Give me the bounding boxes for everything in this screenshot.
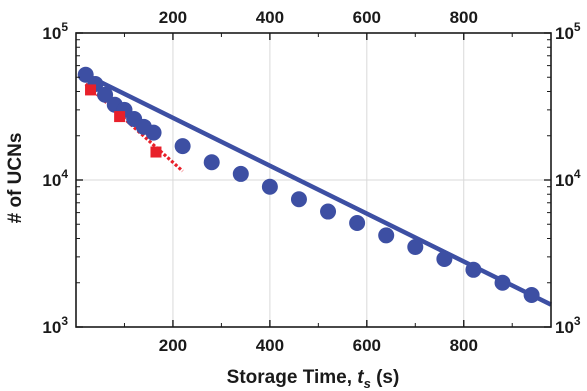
y-tick-base: 10 [555,171,574,190]
y-tick-exponent: 3 [61,314,68,328]
x-axis-label-variable: t [357,367,364,388]
data-point-circle [494,274,511,291]
y-tick-label-left: 103 [42,314,68,337]
y-tick-label-right: 104 [555,167,581,190]
data-point-circle [174,138,191,155]
x-axis-label-prefix: Storage Time, [227,367,358,388]
y-tick-exponent: 4 [574,167,581,181]
y-tick-label-right: 103 [555,314,581,337]
x-tick-label-bottom: 200 [159,336,187,355]
y-tick-base: 10 [42,171,61,190]
x-axis-label: Storage Time, ts (s) [227,367,400,391]
y-tick-exponent: 4 [61,167,68,181]
data-point-circle [232,165,249,182]
y-tick-base: 10 [555,24,574,43]
y-tick-base: 10 [42,318,61,337]
x-axis-label-subscript: s [364,376,371,391]
grid-lines [76,32,551,328]
y-tick-exponent: 5 [574,20,581,34]
x-tick-label-top: 800 [450,8,478,27]
data-point-circle [290,191,307,208]
data-point-circle [203,154,220,171]
x-tick-label-bottom: 400 [256,336,284,355]
data-point-circle [145,124,162,141]
data-point-circle [407,239,424,256]
data-point-circle [97,86,114,103]
y-tick-base: 10 [42,24,61,43]
data-markers [77,66,540,304]
data-point-circle [378,227,395,244]
x-tick-label-bottom: 600 [353,336,381,355]
x-axis-label-suffix: (s) [371,367,400,388]
data-point-circle [261,178,278,195]
data-point-circle [523,287,540,304]
x-tick-label-top: 200 [159,8,187,27]
x-tick-label-top: 400 [256,8,284,27]
data-point-circle [349,214,366,231]
data-point-square [150,146,162,158]
y-tick-exponent: 3 [574,314,581,328]
y-tick-label-left: 104 [42,167,68,190]
data-point-square [85,84,97,96]
y-tick-exponent: 5 [61,20,68,34]
y-tick-base: 10 [555,318,574,337]
y-axis-label: # of UCNs [5,133,26,224]
y-tick-label-right: 105 [555,20,581,43]
x-tick-label-top: 600 [353,8,381,27]
data-point-circle [436,251,453,268]
data-point-circle [320,203,337,220]
y-tick-label-left: 105 [42,20,68,43]
data-point-circle [465,261,482,278]
x-tick-label-bottom: 800 [450,336,478,355]
data-point-square [114,111,126,123]
